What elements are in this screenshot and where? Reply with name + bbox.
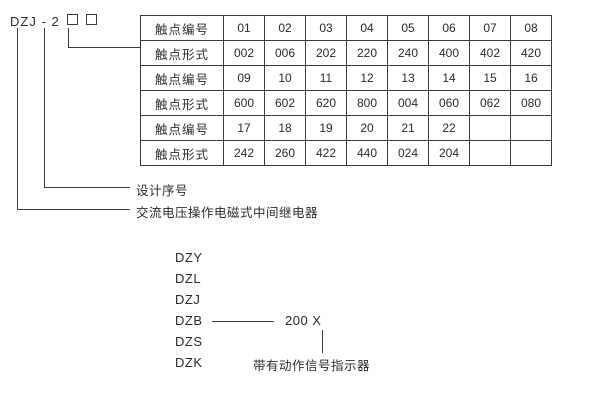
row-header: 触点编号 [140, 15, 224, 41]
series-item-dzs: DZS [175, 334, 203, 349]
table-cell: 080 [510, 90, 552, 116]
table-cell: 002 [223, 40, 265, 66]
contact-table-body: 触点编号 01 02 03 04 05 06 07 08 触点形式 002 00… [140, 15, 552, 166]
row-header: 触点形式 [140, 90, 224, 116]
table-cell: 620 [305, 90, 347, 116]
table-row: 触点编号 01 02 03 04 05 06 07 08 [140, 15, 552, 41]
table-cell: 10 [264, 65, 306, 91]
model-series-digit: 2 [51, 14, 60, 29]
row-header: 触点编号 [140, 115, 224, 141]
table-cell: 05 [387, 15, 429, 41]
table-cell: 402 [469, 40, 511, 66]
table-cell: 13 [387, 65, 429, 91]
table-cell: 004 [387, 90, 429, 116]
leader-line-relay-vertical [17, 28, 18, 210]
model-placeholder-box-1 [67, 14, 79, 25]
table-cell: 20 [346, 115, 388, 141]
table-cell: 062 [469, 90, 511, 116]
table-cell: 060 [428, 90, 470, 116]
table-cell: 09 [223, 65, 265, 91]
table-cell: 15 [469, 65, 511, 91]
series-connector-line [212, 321, 274, 322]
table-cell: 260 [264, 140, 306, 166]
table-cell: 440 [346, 140, 388, 166]
leader-line-contact-horizontal [68, 47, 140, 48]
table-cell: 16 [510, 65, 552, 91]
table-cell: 600 [223, 90, 265, 116]
table-cell: 242 [223, 140, 265, 166]
series-item-dzl: DZL [175, 271, 202, 286]
table-row: 触点形式 002 006 202 220 240 400 402 420 [140, 40, 552, 66]
table-row: 触点形式 242 260 422 440 024 204 [140, 140, 552, 166]
table-cell: 202 [305, 40, 347, 66]
table-cell: 204 [428, 140, 470, 166]
table-cell: 17 [223, 115, 265, 141]
model-code: DZJ - 2 [10, 14, 97, 29]
series-item-dzy: DZY [175, 250, 203, 265]
series-item-dzk: DZK [175, 355, 203, 370]
table-cell-empty [510, 140, 552, 166]
model-placeholder-box-2 [85, 14, 97, 25]
table-cell: 422 [305, 140, 347, 166]
series-suffix-code: 200 X [285, 313, 322, 328]
table-cell: 420 [510, 40, 552, 66]
row-header: 触点编号 [140, 65, 224, 91]
table-cell: 400 [428, 40, 470, 66]
table-row: 触点编号 17 18 19 20 21 22 [140, 115, 552, 141]
row-header: 触点形式 [140, 40, 224, 66]
table-row: 触点编号 09 10 11 12 13 14 15 16 [140, 65, 552, 91]
table-cell: 024 [387, 140, 429, 166]
leader-line-contact-vertical [68, 28, 69, 48]
callout-relay-description: 交流电压操作电磁式中间继电器 [136, 206, 319, 220]
table-cell: 220 [346, 40, 388, 66]
table-cell: 240 [387, 40, 429, 66]
callout-design-serial: 设计序号 [136, 184, 189, 198]
leader-line-design-horizontal [44, 187, 130, 188]
table-cell: 14 [428, 65, 470, 91]
table-cell-empty [469, 140, 511, 166]
table-row: 触点形式 600 602 620 800 004 060 062 080 [140, 90, 552, 116]
series-item-dzj: DZJ [175, 292, 201, 307]
table-cell: 01 [223, 15, 265, 41]
table-cell: 22 [428, 115, 470, 141]
indicator-note-label: 带有动作信号指示器 [253, 359, 371, 373]
contact-table: 触点编号 01 02 03 04 05 06 07 08 触点形式 002 00… [140, 15, 552, 166]
indicator-pointer-line [322, 330, 323, 353]
table-cell: 602 [264, 90, 306, 116]
table-cell: 21 [387, 115, 429, 141]
model-prefix: DZJ [10, 14, 37, 29]
series-item-dzb: DZB [175, 313, 203, 328]
table-cell: 03 [305, 15, 347, 41]
row-header: 触点形式 [140, 140, 224, 166]
leader-line-relay-horizontal [17, 209, 130, 210]
table-cell: 11 [305, 65, 347, 91]
table-cell-empty [510, 115, 552, 141]
table-cell: 02 [264, 15, 306, 41]
table-cell: 04 [346, 15, 388, 41]
table-cell-empty [469, 115, 511, 141]
table-cell: 006 [264, 40, 306, 66]
table-cell: 08 [510, 15, 552, 41]
table-cell: 18 [264, 115, 306, 141]
table-cell: 06 [428, 15, 470, 41]
table-cell: 800 [346, 90, 388, 116]
table-cell: 19 [305, 115, 347, 141]
leader-line-design-vertical [44, 28, 45, 188]
table-cell: 07 [469, 15, 511, 41]
table-cell: 12 [346, 65, 388, 91]
model-dash: - [41, 14, 47, 29]
